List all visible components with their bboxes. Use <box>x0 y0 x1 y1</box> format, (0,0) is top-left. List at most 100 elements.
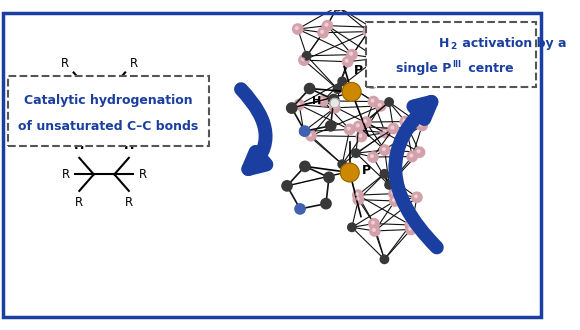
Circle shape <box>389 188 399 199</box>
Circle shape <box>417 150 420 153</box>
Circle shape <box>369 25 372 28</box>
Circle shape <box>295 27 298 29</box>
Circle shape <box>356 197 359 200</box>
Circle shape <box>382 148 385 150</box>
Circle shape <box>375 101 386 111</box>
Circle shape <box>347 127 350 130</box>
Circle shape <box>354 121 364 132</box>
Circle shape <box>368 80 376 88</box>
Text: R: R <box>75 196 84 209</box>
Circle shape <box>380 145 390 155</box>
Circle shape <box>380 127 390 138</box>
Text: H: H <box>313 96 321 106</box>
Text: R: R <box>139 168 147 181</box>
Text: P: P <box>362 164 371 177</box>
Text: R: R <box>130 110 138 123</box>
Text: Catalytic hydrogenation: Catalytic hydrogenation <box>24 94 193 107</box>
Circle shape <box>372 221 374 224</box>
Bar <box>365 21 536 87</box>
Circle shape <box>287 103 297 113</box>
Circle shape <box>321 98 324 101</box>
Circle shape <box>412 192 422 202</box>
Circle shape <box>385 98 393 106</box>
Circle shape <box>393 199 396 201</box>
Circle shape <box>385 181 393 189</box>
Circle shape <box>392 191 394 194</box>
Circle shape <box>350 52 353 55</box>
Text: H: H <box>382 67 391 77</box>
Circle shape <box>364 120 367 122</box>
Circle shape <box>415 195 418 198</box>
Circle shape <box>388 123 398 134</box>
Circle shape <box>371 155 374 157</box>
Text: activation by a: activation by a <box>458 37 566 50</box>
Circle shape <box>361 117 371 127</box>
Circle shape <box>372 229 375 231</box>
Circle shape <box>299 127 308 136</box>
Text: P: P <box>353 64 362 77</box>
Circle shape <box>368 152 378 162</box>
Circle shape <box>378 104 381 106</box>
Text: R: R <box>61 57 69 70</box>
Text: H: H <box>74 139 85 152</box>
FancyArrowPatch shape <box>395 102 437 248</box>
Text: R: R <box>125 196 133 209</box>
Circle shape <box>353 194 364 205</box>
Circle shape <box>292 24 303 34</box>
Circle shape <box>334 85 342 93</box>
Circle shape <box>299 55 309 65</box>
Circle shape <box>410 154 412 157</box>
Circle shape <box>368 96 379 107</box>
Text: of unsaturated C–C bonds: of unsaturated C–C bonds <box>18 120 198 133</box>
Circle shape <box>400 116 411 127</box>
FancyArrowPatch shape <box>241 89 266 169</box>
Circle shape <box>347 50 357 60</box>
Circle shape <box>366 29 369 32</box>
Circle shape <box>366 22 376 32</box>
Text: H: H <box>124 139 134 152</box>
Text: R: R <box>130 57 138 70</box>
Circle shape <box>375 56 378 59</box>
Circle shape <box>403 119 405 122</box>
Circle shape <box>408 223 411 225</box>
Circle shape <box>383 130 386 133</box>
Circle shape <box>380 255 389 264</box>
Circle shape <box>306 131 316 141</box>
Circle shape <box>409 227 411 230</box>
Circle shape <box>321 30 324 33</box>
Text: H: H <box>438 37 449 50</box>
Circle shape <box>309 133 311 136</box>
Circle shape <box>380 170 389 178</box>
Circle shape <box>356 124 359 127</box>
Circle shape <box>340 163 359 182</box>
Circle shape <box>304 83 315 94</box>
Circle shape <box>342 56 353 67</box>
Circle shape <box>405 220 416 230</box>
Circle shape <box>342 82 361 101</box>
Circle shape <box>356 193 358 196</box>
Circle shape <box>345 59 348 62</box>
Text: R: R <box>61 110 69 123</box>
Circle shape <box>363 26 374 37</box>
Circle shape <box>334 2 342 11</box>
Circle shape <box>338 77 346 85</box>
Circle shape <box>371 99 374 102</box>
Text: R: R <box>61 168 70 181</box>
Circle shape <box>325 121 336 131</box>
Circle shape <box>302 58 304 61</box>
Circle shape <box>300 126 310 136</box>
Circle shape <box>347 223 356 232</box>
Bar <box>8 76 209 146</box>
Circle shape <box>417 120 427 131</box>
Circle shape <box>352 149 360 157</box>
Circle shape <box>407 151 418 162</box>
Circle shape <box>391 126 394 129</box>
Circle shape <box>353 190 363 200</box>
Circle shape <box>372 53 382 63</box>
Circle shape <box>330 98 339 108</box>
Circle shape <box>321 199 331 209</box>
Circle shape <box>414 147 425 157</box>
Circle shape <box>294 100 304 110</box>
Circle shape <box>282 181 292 191</box>
Text: centre: centre <box>464 62 514 75</box>
